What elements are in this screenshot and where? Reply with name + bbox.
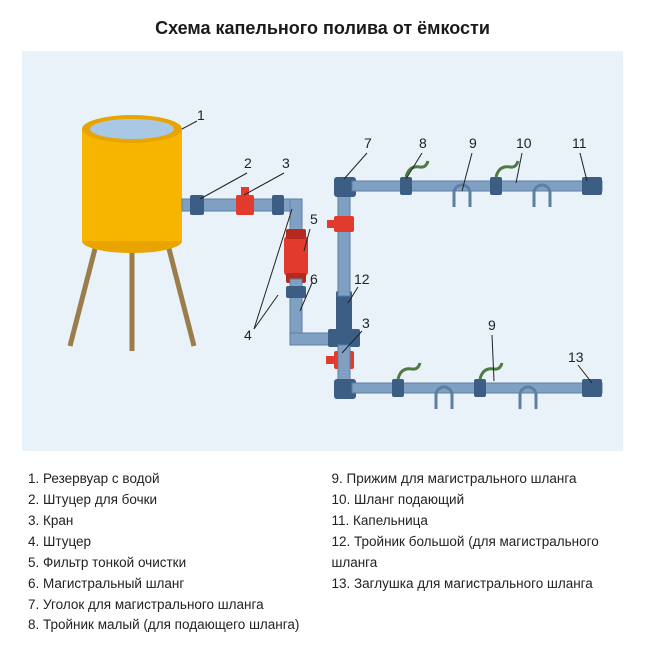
- legend-item: 9. Прижим для магистрального шланга: [332, 469, 618, 490]
- legend-item: 3. Кран: [28, 511, 314, 532]
- legend-item: 1. Резервуар с водой: [28, 469, 314, 490]
- diagram-area: 1 2 3 4 5 6 7 8 9 10 11 12 3 9 13: [22, 51, 623, 451]
- callout-12: 12: [354, 271, 370, 287]
- callout-13: 13: [568, 349, 584, 365]
- filter: [284, 229, 308, 283]
- legend-item: 4. Штуцер: [28, 532, 314, 553]
- callout-7: 7: [364, 135, 372, 151]
- pipe-riser: [338, 181, 350, 296]
- diagram-svg: [22, 51, 623, 451]
- callout-2: 2: [244, 155, 252, 171]
- callout-1: 1: [197, 107, 205, 123]
- legend-left: 1. Резервуар с водой 2. Штуцер для бочки…: [28, 469, 314, 636]
- legend-right: 9. Прижим для магистрального шланга 10. …: [332, 469, 618, 636]
- callout-6: 6: [310, 271, 318, 287]
- tank-legs: [70, 241, 194, 351]
- legend-item: 2. Штуцер для бочки: [28, 490, 314, 511]
- callout-5: 5: [310, 211, 318, 227]
- fitting-a: [272, 195, 284, 215]
- legend-item: 6. Магистральный шланг: [28, 574, 314, 595]
- fitting-b: [286, 286, 306, 298]
- callout-8: 8: [419, 135, 427, 151]
- callout-3a: 3: [282, 155, 290, 171]
- legend-item: 12. Тройник большой (для магистрального …: [332, 532, 618, 574]
- legend-item: 8. Тройник малый (для подающего шланга): [28, 615, 314, 636]
- legend-item: 13. Заглушка для магистрального шланга: [332, 574, 618, 595]
- branch-upper: [352, 181, 602, 191]
- legend-item: 5. Фильтр тонкой очистки: [28, 553, 314, 574]
- callout-9b: 9: [488, 317, 496, 333]
- callout-11: 11: [572, 135, 587, 151]
- page-title: Схема капельного полива от ёмкости: [0, 0, 645, 51]
- callout-9a: 9: [469, 135, 477, 151]
- callout-10: 10: [516, 135, 532, 151]
- legend-item: 7. Уголок для магистрального шланга: [28, 595, 314, 616]
- callout-4: 4: [244, 327, 252, 343]
- legend: 1. Резервуар с водой 2. Штуцер для бочки…: [0, 451, 645, 658]
- valve-riser: [327, 216, 354, 232]
- tank: [82, 115, 182, 253]
- callout-3b: 3: [362, 315, 370, 331]
- legend-item: 11. Капельница: [332, 511, 618, 532]
- legend-item: 10. Шланг подающий: [332, 490, 618, 511]
